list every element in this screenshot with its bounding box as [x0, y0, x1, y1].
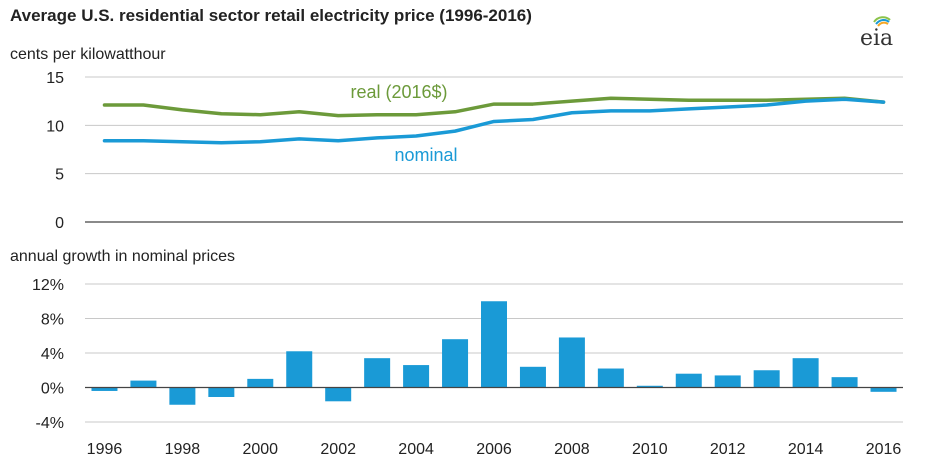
growth-bar [442, 339, 469, 388]
x-tick-label: 2012 [710, 441, 746, 458]
bottom-panel-ytick-label: 0% [41, 381, 64, 398]
x-tick-label: 1996 [87, 441, 123, 458]
top-panel-yticks: 0 5 10 15 [46, 70, 64, 232]
real-series-label: real (2016$) [350, 82, 447, 102]
x-tick-label: 2002 [320, 441, 356, 458]
bottom-panel-ytick-label: 8% [41, 312, 64, 329]
growth-bar [481, 301, 507, 388]
x-tick-label: 2008 [554, 441, 590, 458]
growth-bar [91, 387, 118, 391]
chart-title: Average U.S. residential sector retail e… [10, 6, 532, 25]
growth-bar [831, 377, 858, 388]
x-tick-label: 2006 [476, 441, 512, 458]
x-tick-label: 2000 [242, 441, 278, 458]
top-panel-grid [85, 76, 903, 223]
bottom-panel-bars [85, 301, 903, 405]
growth-bar [870, 387, 897, 392]
growth-bar [597, 368, 624, 388]
top-panel-series-labels: real (2016$) nominal [350, 82, 457, 165]
eia-logo-icon [873, 16, 891, 27]
growth-bar [169, 387, 196, 405]
top-panel-ytick-label: 5 [55, 167, 64, 184]
bottom-panel-ytick-label: -4% [36, 415, 64, 432]
growth-bar [714, 375, 741, 388]
x-tick-label: 2010 [632, 441, 668, 458]
top-panel-ytick-label: 15 [46, 70, 64, 87]
bottom-panel-ytick-label: 12% [32, 277, 64, 294]
growth-bar [364, 358, 391, 388]
growth-bar [519, 366, 546, 388]
growth-bar [675, 373, 702, 388]
growth-bar [208, 387, 235, 397]
eia-logo: eia [852, 14, 912, 51]
bottom-panel-ylabel: annual growth in nominal prices [10, 248, 236, 265]
top-panel-lines [102, 96, 886, 145]
growth-bar [753, 370, 780, 388]
top-panel-ytick-label: 10 [46, 118, 64, 135]
growth-bar [558, 337, 585, 388]
x-tick-label: 2004 [398, 441, 434, 458]
nominal-price-line [102, 97, 886, 145]
top-panel-ytick-label: 0 [55, 215, 64, 232]
growth-bar [403, 365, 430, 388]
growth-bar [792, 358, 819, 388]
growth-bar [247, 378, 274, 388]
x-axis: 1996 1998 2000 2002 2004 2006 2008 2010 2012 2014… [87, 441, 902, 458]
x-tick-label: 2014 [788, 441, 824, 458]
nominal-series-label: nominal [394, 145, 457, 165]
growth-bar [325, 387, 352, 402]
growth-bar [130, 380, 157, 388]
bottom-panel-ytick-label: 4% [41, 346, 64, 363]
x-tick-label: 2016 [866, 441, 902, 458]
bottom-panel-yticks: -4% 0% 4% 8% 12% [32, 277, 64, 432]
growth-bar [286, 351, 313, 388]
real-price-line [102, 96, 886, 118]
x-tick-label: 1998 [165, 441, 201, 458]
eia-logo-text: eia [860, 26, 894, 51]
top-panel-ylabel: cents per kilowatthour [10, 46, 166, 63]
growth-bar [636, 385, 663, 388]
